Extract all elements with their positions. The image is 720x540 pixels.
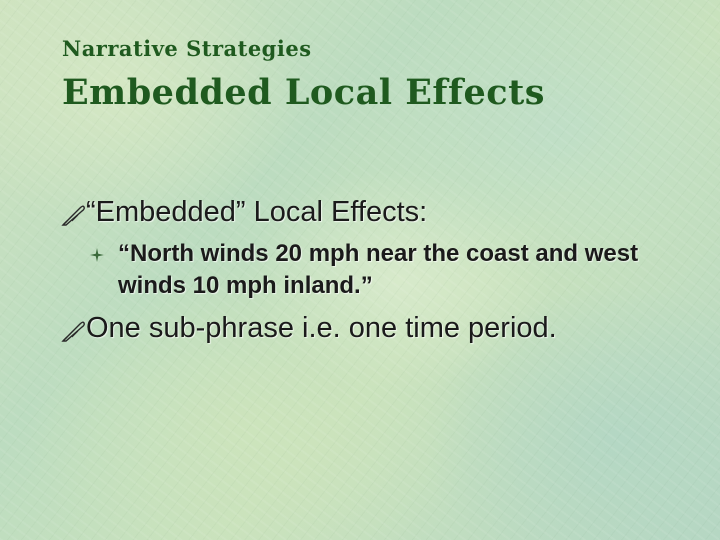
bullet-item-2: One sub-phrase i.e. one time period. [60,312,557,345]
sub-bullet-text-1: “North winds 20 mph near the coast and w… [118,240,639,299]
bullet-text-1: “Embedded” Local Effects: [86,196,428,228]
sub-bullet-item-1: “North winds 20 mph near the coast and w… [90,238,678,302]
quill-pen-icon [61,205,85,226]
slide-title: Embedded Local Effects [62,72,545,113]
slide-subtitle: Narrative Strategies [62,36,312,61]
quill-pen-icon [61,321,85,342]
bullet-item-1: “Embedded” Local Effects: [60,196,427,229]
bullet-text-2: One sub-phrase i.e. one time period. [86,312,557,344]
star-bullet-icon [90,248,104,262]
